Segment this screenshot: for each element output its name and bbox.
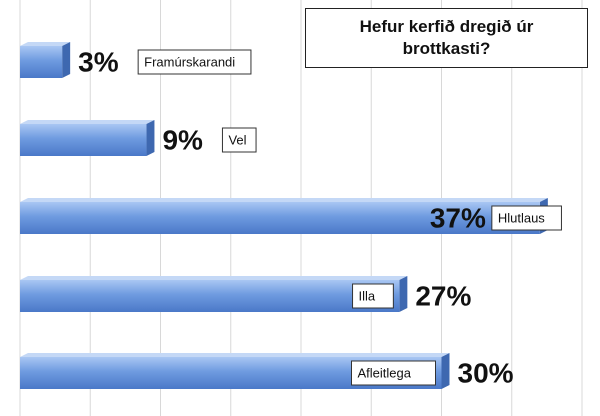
data-label: 9% bbox=[162, 124, 203, 155]
data-label: 27% bbox=[415, 280, 471, 311]
label-box bbox=[351, 360, 436, 386]
bar-top bbox=[20, 42, 71, 46]
label-box bbox=[221, 127, 257, 153]
bar-top bbox=[20, 120, 155, 124]
label-box bbox=[491, 205, 562, 231]
data-label: 30% bbox=[458, 357, 514, 388]
category-label: Vel bbox=[228, 132, 246, 147]
data-label: 37% bbox=[430, 202, 486, 233]
category-label: Illa bbox=[359, 288, 376, 303]
bar-top bbox=[20, 353, 450, 357]
bar-top bbox=[20, 276, 408, 280]
bar-end bbox=[441, 353, 450, 389]
bar-top bbox=[20, 198, 548, 202]
bar-end bbox=[399, 276, 408, 312]
category-label: Hlutlaus bbox=[498, 210, 545, 225]
chart-title: Hefur kerfið dregið úr brottkasti? bbox=[305, 8, 588, 68]
label-box bbox=[137, 49, 252, 75]
bar bbox=[20, 280, 400, 312]
bar-end bbox=[146, 120, 155, 156]
bar bbox=[20, 46, 63, 78]
category-label: Afleitlega bbox=[358, 365, 412, 380]
bar bbox=[20, 202, 540, 234]
data-label: 3% bbox=[78, 46, 119, 77]
label-box bbox=[352, 283, 394, 309]
bar bbox=[20, 124, 147, 156]
category-label: Framúrskarandi bbox=[144, 54, 235, 69]
bar-end bbox=[62, 42, 71, 78]
